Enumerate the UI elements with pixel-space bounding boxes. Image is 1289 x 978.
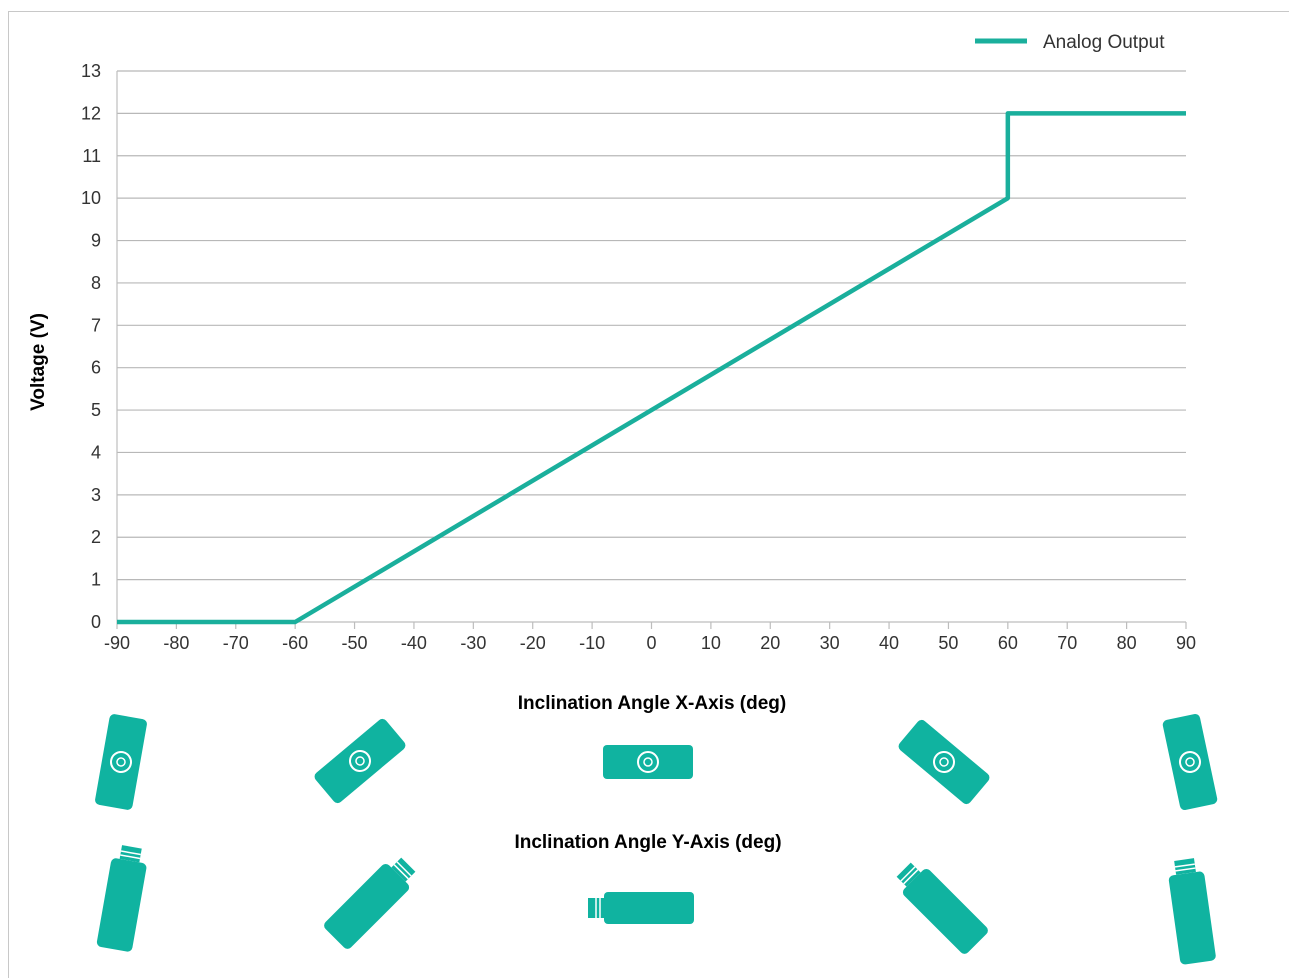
x-tick-label: -70 <box>223 633 249 653</box>
x-tick-label: 80 <box>1117 633 1137 653</box>
y-tick-label: 10 <box>81 188 101 208</box>
y-tick-label: 1 <box>91 570 101 590</box>
x-tick-label: 40 <box>879 633 899 653</box>
x-tick-label: 60 <box>998 633 1018 653</box>
x-tick-label: 20 <box>760 633 780 653</box>
x-tick-label: 10 <box>701 633 721 653</box>
x-tick-label: -90 <box>104 633 130 653</box>
series-line-analog-output <box>117 111 1186 625</box>
y-tick-label: 11 <box>82 146 101 166</box>
x-tick-label: 70 <box>1057 633 1077 653</box>
y-tick-label: 7 <box>91 315 101 335</box>
sensor-level-cable-left-icon <box>588 892 694 924</box>
x-tick-label: -40 <box>401 633 427 653</box>
sensor-tilted-steep-right-icon <box>1162 713 1218 811</box>
sensor-level-icon <box>603 745 693 779</box>
sensor-tilted-45-left-icon <box>314 718 406 804</box>
x-tick-label: 90 <box>1176 633 1196 653</box>
y-tick-label: 12 <box>81 103 101 123</box>
y-tick-label: 8 <box>91 273 101 293</box>
series-layer <box>117 111 1186 625</box>
y-tick-label: 5 <box>91 400 101 420</box>
x-tick-label: -10 <box>579 633 605 653</box>
y-axis-label: Voltage (V) <box>28 313 49 411</box>
sensor-45-cable-down-left-icon <box>324 857 416 949</box>
y-tick-label: 6 <box>91 358 101 378</box>
x-tick-label: 50 <box>938 633 958 653</box>
x-tick-label: -80 <box>163 633 189 653</box>
grid-lines <box>116 70 1187 629</box>
y-tick-label: 9 <box>91 231 101 251</box>
x-tick-label: -20 <box>520 633 546 653</box>
x-tick-label: 30 <box>820 633 840 653</box>
y-tick-label: 13 <box>81 61 101 81</box>
x-tick-label: -50 <box>342 633 368 653</box>
y-tick-label: 3 <box>91 485 101 505</box>
x-tick-label: -30 <box>460 633 486 653</box>
x-axis-label-secondary: Inclination Angle Y-Axis (deg) <box>514 832 781 853</box>
sensor-steep-cable-up-icon <box>1168 858 1216 965</box>
y-tick-label: 4 <box>91 442 101 462</box>
sensor-tilted-steep-left-icon <box>95 714 147 810</box>
x-axis-label: Inclination Angle X-Axis (deg) <box>518 693 786 714</box>
x-tick-label: -60 <box>282 633 308 653</box>
sensor-45-cable-up-left-icon <box>896 862 988 954</box>
y-tick-label: 2 <box>91 527 101 547</box>
legend-label: Analog Output <box>1043 32 1165 53</box>
x-tick-label: 0 <box>646 633 656 653</box>
x-tick-labels: -90 -80 -70 -60 -50 -40 -30 -20 -10 0 10 20 30 40 50 60… <box>104 633 1196 653</box>
chart-frame <box>8 11 1289 978</box>
legend: Analog Output <box>975 32 1165 53</box>
y-tick-label: 0 <box>91 612 101 632</box>
sensor-steep-cable-down-icon <box>96 845 147 952</box>
sensor-tilted-45-right-icon <box>898 719 990 805</box>
